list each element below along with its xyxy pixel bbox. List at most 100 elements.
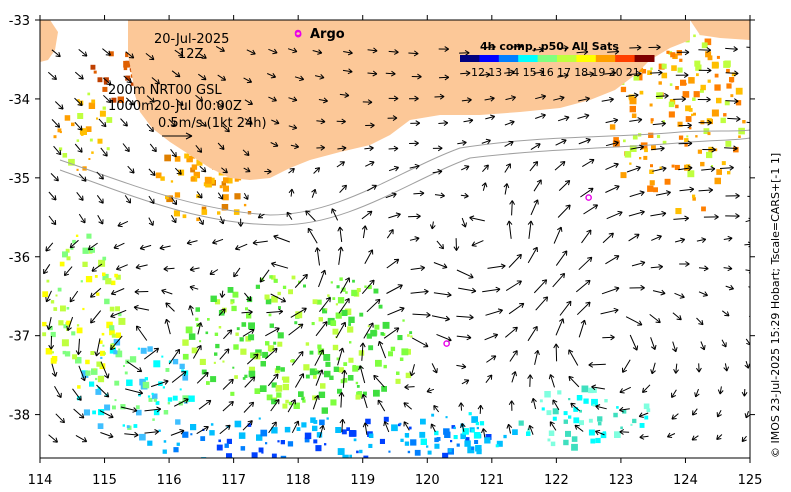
sst-pixel (431, 413, 435, 417)
current-arrow (675, 72, 689, 79)
sst-pixel (71, 331, 76, 336)
current-arrow (123, 75, 132, 84)
sst-pixel (318, 317, 323, 322)
argo-float-marker[interactable] (443, 340, 450, 347)
current-arrow (267, 373, 279, 387)
current-arrow (98, 118, 107, 128)
sst-pixel (309, 350, 314, 355)
sst-pixel (597, 421, 602, 426)
sst-pixel (115, 350, 123, 358)
sst-pixel (356, 450, 359, 454)
sst-pixel (291, 359, 295, 363)
current-arrow (568, 375, 580, 388)
sst-pixel (50, 357, 57, 364)
current-arrow (606, 210, 623, 220)
sst-pixel (181, 369, 184, 372)
sst-pixel (241, 322, 247, 327)
sst-pixel (248, 322, 255, 330)
sst-pixel (148, 397, 153, 402)
sst-pixel (214, 352, 218, 356)
current-arrow (174, 167, 182, 175)
colorbar-tick-label: 21 (626, 66, 640, 79)
sst-pixel (723, 113, 727, 117)
current-arrow (745, 217, 750, 223)
sst-pixel (264, 294, 270, 300)
current-arrow (481, 428, 487, 438)
current-arrow (339, 92, 350, 98)
sst-pixel (592, 388, 597, 393)
current-arrow (363, 322, 374, 339)
x-tick-label: 117 (221, 473, 246, 488)
sst-pixel (271, 398, 277, 405)
sst-pixel (246, 313, 252, 319)
current-arrow (725, 213, 740, 219)
map-area[interactable]: 20-Jul-2025 12Z 200m NRT00 GSL 1000m20-J… (40, 20, 750, 458)
current-arrow (145, 53, 155, 61)
sst-pixel (653, 187, 658, 193)
sst-pixel (218, 439, 221, 443)
sst-pixel (368, 433, 374, 438)
current-arrow (365, 160, 375, 167)
sst-pixel (693, 112, 696, 116)
current-arrow (506, 423, 513, 434)
sst-pixel (271, 453, 277, 458)
current-arrow (223, 329, 233, 340)
current-arrow (460, 165, 470, 171)
sst-pixel (88, 158, 91, 160)
current-arrow (63, 266, 73, 277)
sst-pixel (647, 70, 652, 75)
current-arrow (591, 384, 605, 391)
sst-pixel (651, 145, 656, 151)
sst-pixel (687, 170, 695, 178)
current-arrow (430, 423, 436, 433)
current-arrow (434, 93, 445, 100)
current-arrow (486, 355, 497, 363)
sst-pixel (647, 185, 654, 192)
current-arrow (288, 188, 295, 197)
sst-pixel (57, 128, 62, 133)
current-arrow (291, 351, 304, 366)
current-arrow (535, 296, 549, 311)
current-arrow (578, 256, 593, 271)
sst-pixel (175, 419, 181, 425)
current-arrow (290, 143, 300, 150)
sst-pixel (512, 429, 518, 435)
sst-pixel (448, 448, 452, 453)
current-arrow (316, 144, 325, 151)
sst-pixel (375, 359, 382, 367)
current-arrow (619, 429, 630, 435)
current-arrow (218, 308, 226, 316)
current-arrow (257, 213, 265, 219)
x-tick-label: 114 (28, 473, 53, 488)
current-arrow (622, 359, 631, 373)
current-arrow (666, 432, 676, 438)
sst-pixel (94, 275, 98, 278)
sst-pixel (579, 409, 582, 413)
argo-float-marker[interactable] (585, 194, 592, 201)
current-arrow (570, 402, 581, 412)
current-arrow (139, 244, 152, 251)
sst-pixel (541, 407, 545, 411)
sst-pixel (214, 332, 219, 336)
sst-pixel (405, 372, 412, 379)
sst-pixel (226, 438, 232, 444)
current-arrow (568, 349, 579, 366)
sst-pixel (96, 361, 102, 367)
sst-pixel (106, 321, 113, 329)
current-arrow (51, 363, 58, 377)
sst-pixel (83, 409, 90, 416)
current-arrow (288, 323, 304, 336)
current-arrow (69, 239, 79, 249)
sst-pixel (404, 441, 410, 446)
current-arrow (148, 195, 155, 204)
sst-pixel (518, 420, 524, 426)
current-arrow (461, 217, 467, 228)
sst-pixel (474, 440, 479, 444)
current-arrow (701, 166, 716, 172)
current-arrow (78, 213, 86, 224)
sst-pixel (85, 126, 92, 132)
current-arrow (671, 341, 678, 353)
current-arrow (110, 335, 123, 351)
current-arrow (164, 318, 171, 335)
